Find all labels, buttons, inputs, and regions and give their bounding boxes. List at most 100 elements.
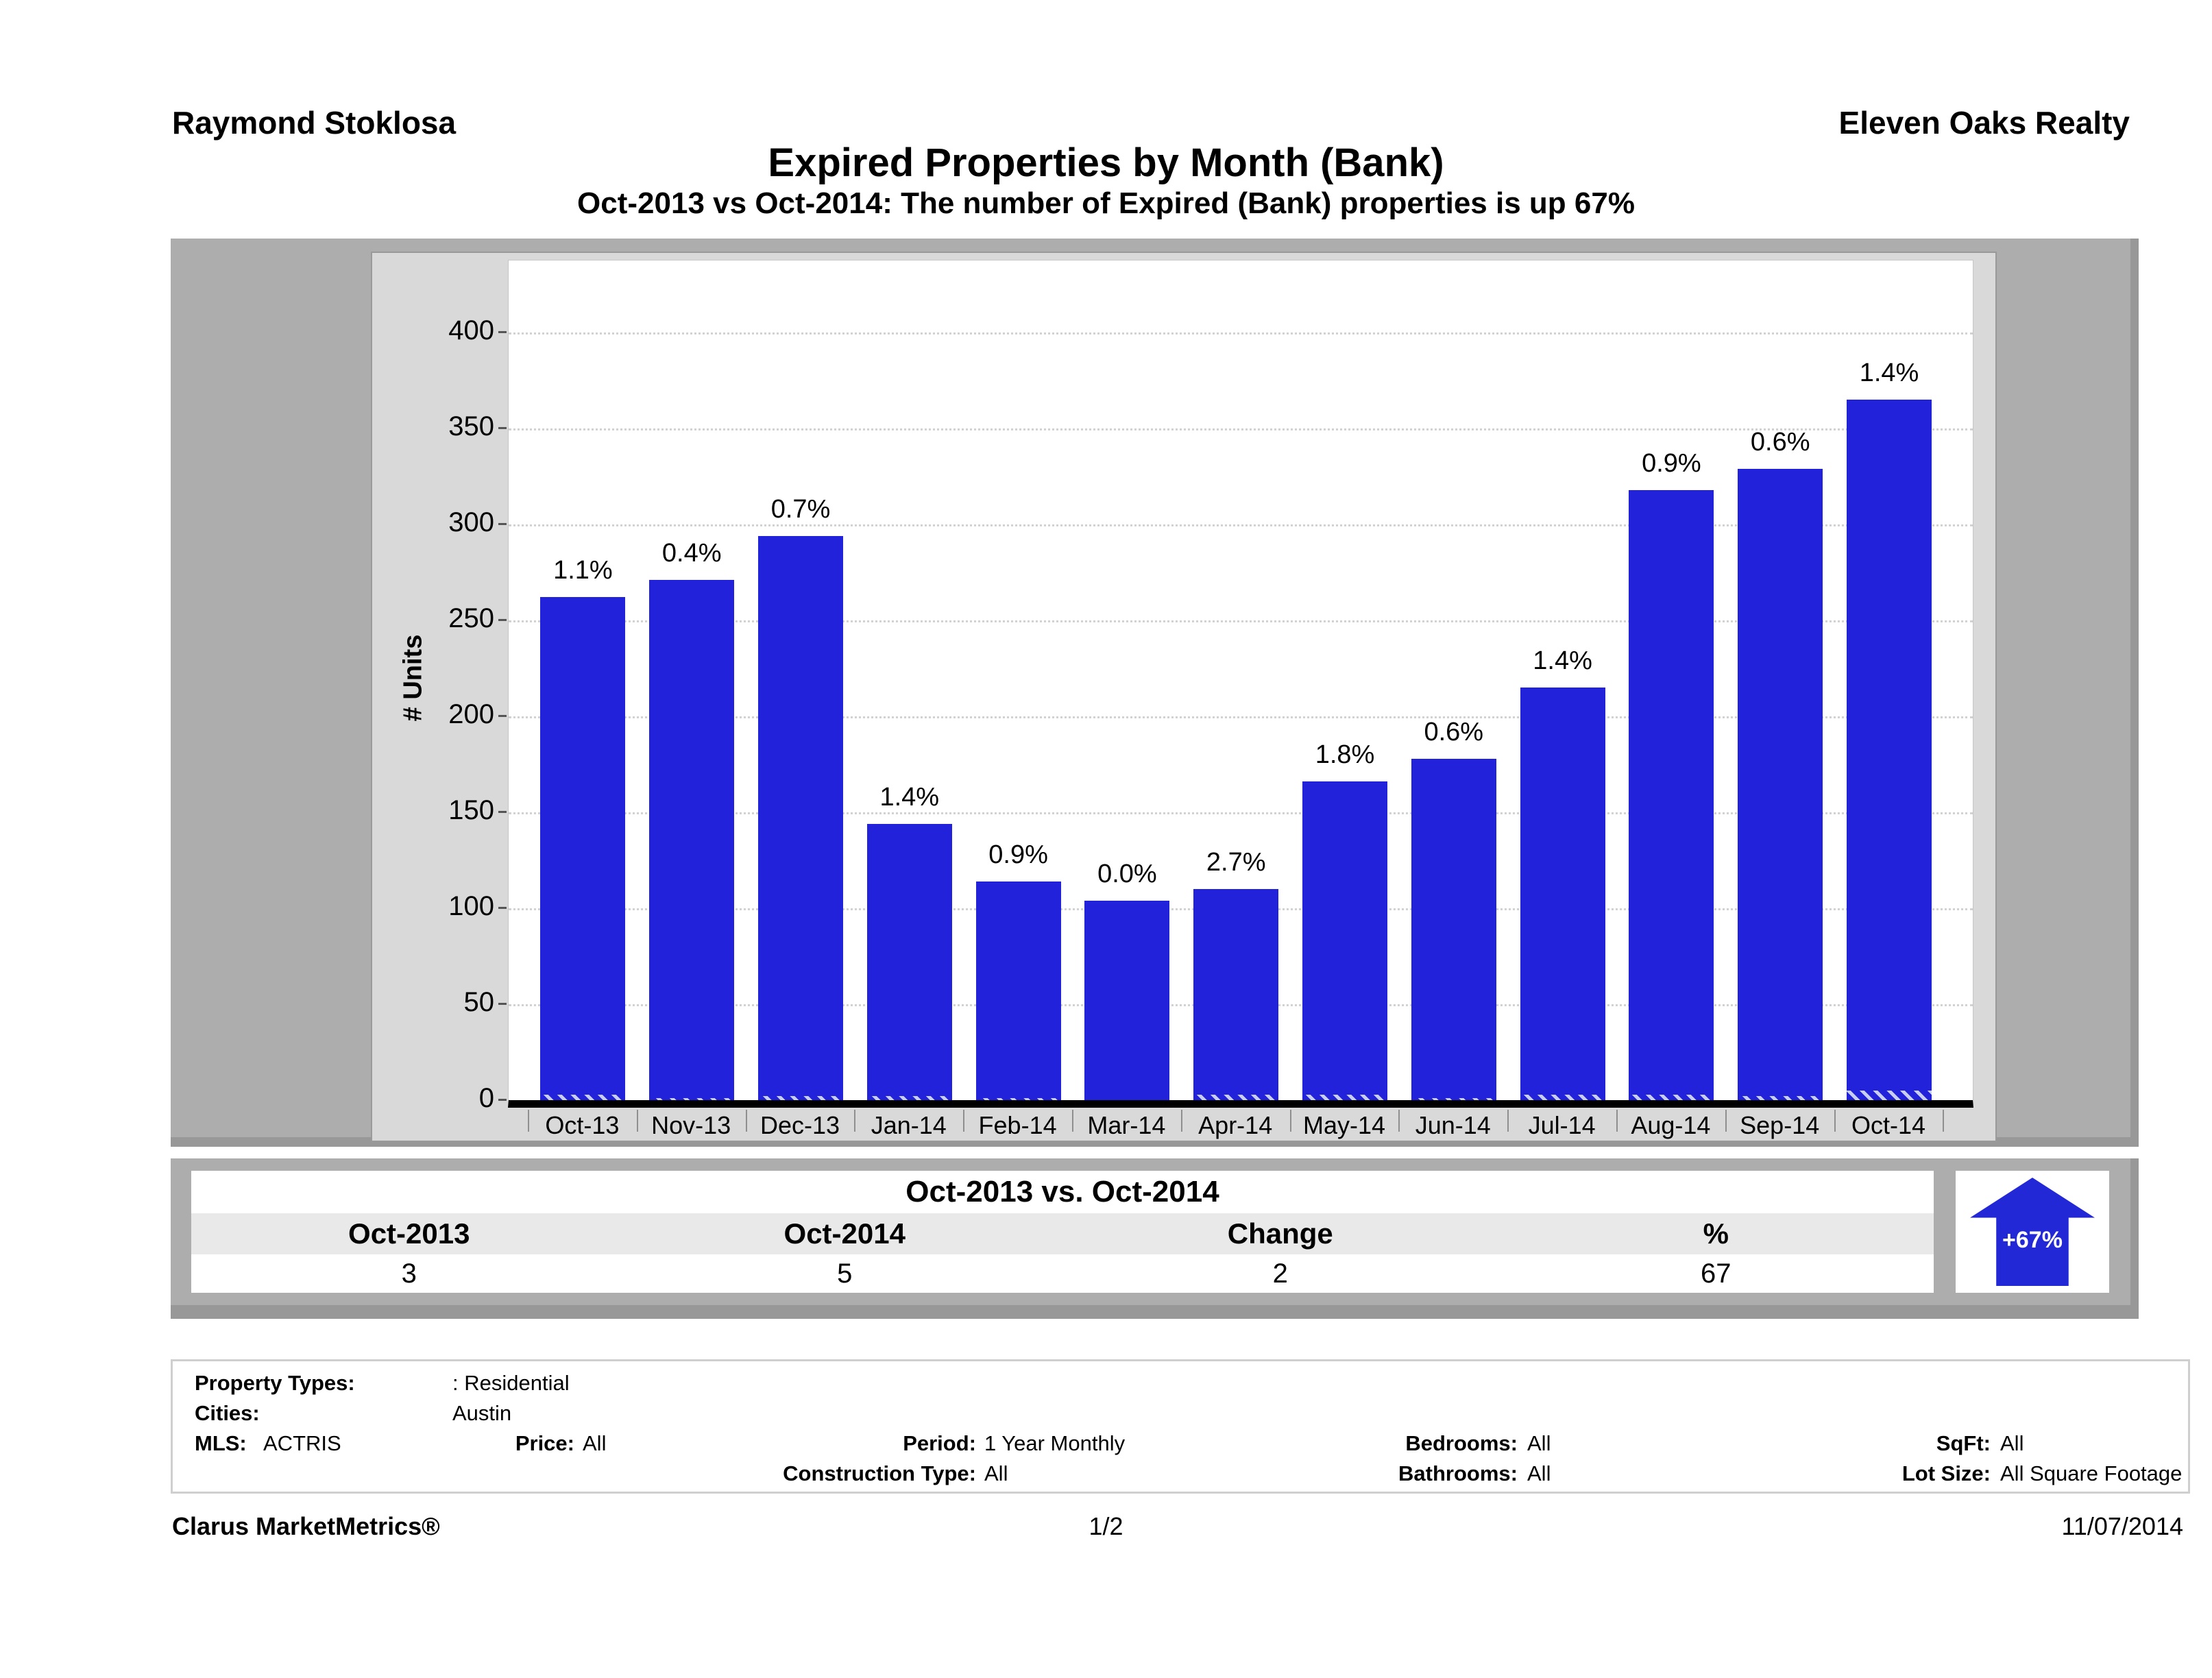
company-name: Eleven Oaks Realty	[1838, 105, 2130, 141]
bar	[1193, 889, 1279, 1100]
bank-bar-segment	[1629, 1094, 1714, 1100]
bank-bar-segment	[1411, 1098, 1496, 1100]
filter-value: : Residential	[452, 1371, 570, 1395]
bank-bar-segment	[866, 1096, 952, 1100]
filter-value: Austin	[452, 1401, 512, 1425]
x-tick-label: Jun-14	[1415, 1111, 1491, 1139]
y-tick-mark	[498, 523, 507, 525]
summary-table-header-row: Oct-2013 Oct-2014 Change %	[191, 1213, 1934, 1254]
x-tick-label: Sep-14	[1740, 1111, 1820, 1139]
bar	[975, 881, 1061, 1100]
filter-value: ACTRIS	[263, 1431, 341, 1455]
footer-brand: Clarus MarketMetrics®	[172, 1512, 440, 1540]
filter-label: Property Types:	[195, 1371, 355, 1395]
x-tick-label: Aug-14	[1631, 1111, 1711, 1139]
y-tick-label: 300	[448, 507, 494, 537]
summary-table-data-row: 3 5 2 67	[191, 1254, 1934, 1293]
x-tick-label: Apr-14	[1198, 1111, 1273, 1139]
bar-value-label: 1.4%	[879, 782, 940, 812]
y-tick-label: 50	[463, 987, 495, 1017]
x-tick-separator	[1943, 1110, 1945, 1132]
x-axis-labels: Oct-13 Nov-13 Dec-13 Jan-14 Feb-14 Mar-14 Apr-…	[508, 1107, 1972, 1139]
filter-label: Price:	[515, 1431, 574, 1455]
plot-area: 1.1% 0.4% 0.7% 1.4% 0.9% 0.0% 2.7% 1.8% 0.6% 1.4%…	[508, 260, 1973, 1108]
filter-label: Construction Type:	[783, 1461, 976, 1485]
y-tick-label: 0	[478, 1083, 494, 1113]
gridline	[509, 428, 1973, 430]
x-tick-label: Oct-13	[545, 1111, 620, 1139]
filter-value: All	[1527, 1461, 1551, 1485]
footer-page-number: 1/2	[1089, 1512, 1123, 1540]
gridline	[509, 812, 1973, 814]
y-tick-mark	[498, 811, 507, 813]
bar-value-label: 1.4%	[1533, 646, 1592, 675]
page-subtitle: Oct-2013 vs Oct-2014: The number of Expi…	[577, 186, 1635, 220]
x-tick-separator	[745, 1110, 747, 1132]
summary-table-title: Oct-2013 vs. Oct-2014	[906, 1175, 1219, 1208]
x-tick-separator	[1398, 1110, 1400, 1132]
filter-label: Period:	[903, 1431, 976, 1455]
filter-label: SqFt:	[1936, 1431, 1991, 1455]
bar-value-label: 0.6%	[1750, 427, 1810, 457]
page-title: Expired Properties by Month (Bank)	[768, 141, 1444, 185]
x-tick-separator	[1072, 1110, 1073, 1132]
x-tick-label: Feb-14	[978, 1111, 1057, 1139]
y-tick-label: 400	[448, 315, 494, 345]
summary-table: Oct-2013 vs. Oct-2014 Oct-2013 Oct-2014 …	[191, 1171, 1934, 1293]
bar-value-label: 2.7%	[1206, 848, 1266, 877]
footer-date: 11/07/2014	[2061, 1512, 2183, 1540]
bank-bar-segment	[1193, 1094, 1279, 1100]
bank-bar-segment	[1302, 1094, 1387, 1100]
filter-label: Lot Size:	[1901, 1461, 1991, 1485]
bar-value-label: 0.4%	[661, 539, 722, 568]
bar	[1629, 489, 1714, 1100]
chart-panel: # Units 1.1% 0.4% 0.7% 1.4% 0.9% 0.0% 2.7% 1.8%…	[171, 239, 2139, 1147]
gridline	[509, 620, 1973, 622]
bar-value-label: 0.9%	[1642, 448, 1701, 478]
filter-value: All	[583, 1431, 607, 1455]
y-tick-label: 200	[448, 699, 494, 729]
summary-value: 5	[837, 1258, 853, 1289]
x-tick-separator	[1725, 1110, 1727, 1132]
bar	[1302, 781, 1387, 1100]
y-tick-label: 100	[448, 891, 494, 921]
summary-col-header: %	[1703, 1217, 1729, 1250]
bank-bar-segment	[1738, 1096, 1823, 1100]
bar	[1520, 688, 1605, 1100]
filter-value: All	[1527, 1431, 1551, 1455]
x-tick-separator	[636, 1110, 638, 1132]
bar-value-label: 1.1%	[553, 556, 613, 585]
y-tick-mark	[498, 1099, 507, 1101]
bar	[1738, 468, 1823, 1100]
gridline	[509, 332, 1973, 335]
x-tick-separator	[1834, 1110, 1836, 1132]
filter-value: All Square Footage	[2000, 1461, 2183, 1485]
bank-bar-segment	[1520, 1094, 1605, 1100]
x-tick-separator	[963, 1110, 965, 1132]
x-tick-label: May-14	[1302, 1111, 1386, 1139]
filter-label: Bedrooms:	[1405, 1431, 1518, 1455]
bar	[866, 823, 952, 1100]
bank-bar-segment	[540, 1094, 626, 1100]
x-tick-separator	[1616, 1110, 1618, 1132]
x-tick-separator	[1180, 1110, 1182, 1132]
filters-box: Property Types: : Residential Cities: Au…	[171, 1359, 2190, 1494]
y-tick-mark	[498, 619, 507, 621]
agent-name: Raymond Stoklosa	[172, 105, 457, 141]
filter-value: All	[984, 1461, 1008, 1485]
gridline	[509, 524, 1973, 526]
y-tick-mark	[498, 427, 507, 429]
x-tick-label: Nov-13	[651, 1111, 731, 1139]
gridline	[509, 716, 1973, 718]
y-tick-mark	[498, 1003, 507, 1005]
summary-col-header: Change	[1227, 1217, 1333, 1250]
trend-arrow-box: +67%	[1956, 1171, 2109, 1293]
summary-panel: Oct-2013 vs. Oct-2014 Oct-2013 Oct-2014 …	[171, 1158, 2139, 1319]
summary-col-header: Oct-2013	[348, 1217, 470, 1250]
bar	[1084, 900, 1170, 1100]
summary-col-header: Oct-2014	[783, 1217, 906, 1250]
y-tick-mark	[498, 907, 507, 909]
bank-bar-segment	[758, 1096, 843, 1100]
bank-bar-segment	[1847, 1091, 1932, 1100]
